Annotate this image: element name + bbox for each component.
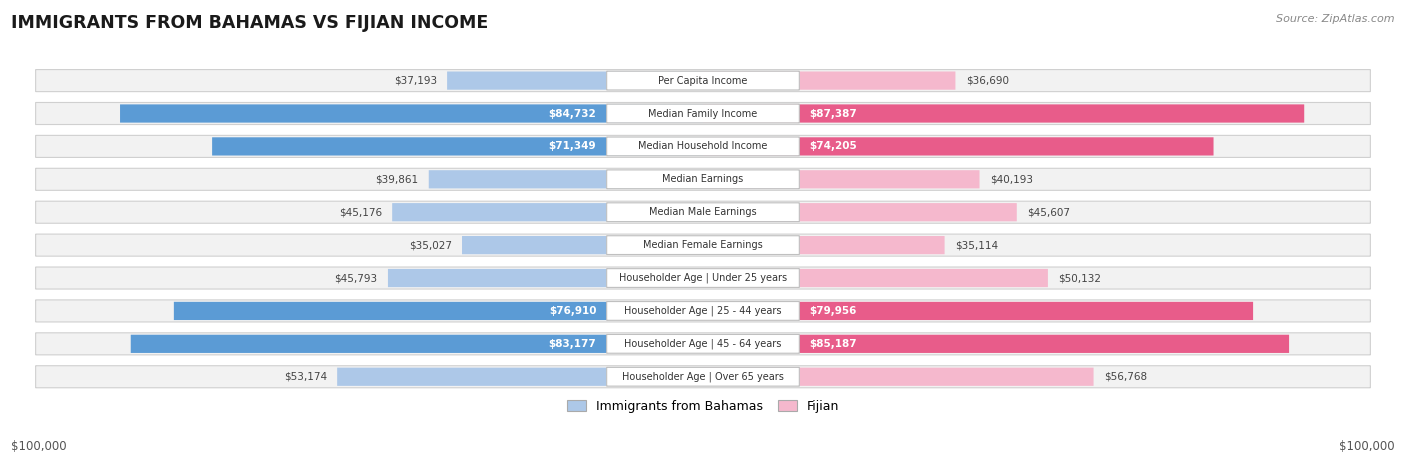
Text: $76,910: $76,910: [548, 306, 596, 316]
Text: $45,607: $45,607: [1028, 207, 1070, 217]
Text: $37,193: $37,193: [394, 76, 437, 85]
Text: Median Male Earnings: Median Male Earnings: [650, 207, 756, 217]
FancyBboxPatch shape: [131, 335, 703, 353]
Text: Householder Age | Over 65 years: Householder Age | Over 65 years: [621, 371, 785, 382]
FancyBboxPatch shape: [606, 269, 800, 287]
FancyBboxPatch shape: [212, 137, 703, 156]
Text: Householder Age | Under 25 years: Householder Age | Under 25 years: [619, 273, 787, 283]
FancyBboxPatch shape: [606, 104, 800, 123]
FancyBboxPatch shape: [606, 368, 800, 386]
FancyBboxPatch shape: [703, 368, 1094, 386]
FancyBboxPatch shape: [429, 170, 703, 188]
FancyBboxPatch shape: [35, 168, 1371, 191]
Text: Median Household Income: Median Household Income: [638, 142, 768, 151]
FancyBboxPatch shape: [35, 135, 1371, 157]
Text: $56,768: $56,768: [1104, 372, 1147, 382]
FancyBboxPatch shape: [337, 368, 703, 386]
FancyBboxPatch shape: [35, 234, 1371, 256]
FancyBboxPatch shape: [606, 334, 800, 353]
FancyBboxPatch shape: [120, 105, 703, 123]
FancyBboxPatch shape: [703, 71, 956, 90]
FancyBboxPatch shape: [606, 302, 800, 320]
FancyBboxPatch shape: [606, 137, 800, 156]
Text: $50,132: $50,132: [1059, 273, 1101, 283]
Text: Source: ZipAtlas.com: Source: ZipAtlas.com: [1277, 14, 1395, 24]
Text: $40,193: $40,193: [990, 174, 1033, 184]
FancyBboxPatch shape: [392, 203, 703, 221]
Text: $35,027: $35,027: [409, 240, 451, 250]
Text: $36,690: $36,690: [966, 76, 1008, 85]
FancyBboxPatch shape: [703, 302, 1253, 320]
FancyBboxPatch shape: [703, 105, 1305, 123]
Text: $53,174: $53,174: [284, 372, 326, 382]
Text: $45,793: $45,793: [335, 273, 378, 283]
FancyBboxPatch shape: [447, 71, 703, 90]
FancyBboxPatch shape: [606, 203, 800, 222]
FancyBboxPatch shape: [606, 236, 800, 255]
Text: $83,177: $83,177: [548, 339, 596, 349]
Text: $45,176: $45,176: [339, 207, 382, 217]
Text: Median Earnings: Median Earnings: [662, 174, 744, 184]
FancyBboxPatch shape: [35, 333, 1371, 355]
Text: IMMIGRANTS FROM BAHAMAS VS FIJIAN INCOME: IMMIGRANTS FROM BAHAMAS VS FIJIAN INCOME: [11, 14, 488, 32]
Legend: Immigrants from Bahamas, Fijian: Immigrants from Bahamas, Fijian: [562, 395, 844, 418]
FancyBboxPatch shape: [35, 102, 1371, 125]
Text: Per Capita Income: Per Capita Income: [658, 76, 748, 85]
Text: $74,205: $74,205: [810, 142, 858, 151]
FancyBboxPatch shape: [606, 170, 800, 189]
Text: $39,861: $39,861: [375, 174, 419, 184]
Text: Householder Age | 25 - 44 years: Householder Age | 25 - 44 years: [624, 306, 782, 316]
Text: $84,732: $84,732: [548, 108, 596, 119]
FancyBboxPatch shape: [703, 137, 1213, 156]
FancyBboxPatch shape: [703, 335, 1289, 353]
FancyBboxPatch shape: [703, 170, 980, 188]
Text: $71,349: $71,349: [548, 142, 596, 151]
Text: $87,387: $87,387: [810, 108, 858, 119]
FancyBboxPatch shape: [463, 236, 703, 254]
FancyBboxPatch shape: [388, 269, 703, 287]
Text: Median Family Income: Median Family Income: [648, 108, 758, 119]
FancyBboxPatch shape: [35, 201, 1371, 223]
FancyBboxPatch shape: [35, 267, 1371, 289]
Text: Householder Age | 45 - 64 years: Householder Age | 45 - 64 years: [624, 339, 782, 349]
Text: $79,956: $79,956: [810, 306, 858, 316]
Text: $35,114: $35,114: [955, 240, 998, 250]
Text: $100,000: $100,000: [11, 440, 67, 453]
FancyBboxPatch shape: [35, 366, 1371, 388]
FancyBboxPatch shape: [606, 71, 800, 90]
Text: Median Female Earnings: Median Female Earnings: [643, 240, 763, 250]
FancyBboxPatch shape: [35, 300, 1371, 322]
Text: $100,000: $100,000: [1339, 440, 1395, 453]
FancyBboxPatch shape: [703, 269, 1047, 287]
FancyBboxPatch shape: [703, 203, 1017, 221]
FancyBboxPatch shape: [703, 236, 945, 254]
FancyBboxPatch shape: [174, 302, 703, 320]
Text: $85,187: $85,187: [810, 339, 858, 349]
FancyBboxPatch shape: [35, 70, 1371, 92]
